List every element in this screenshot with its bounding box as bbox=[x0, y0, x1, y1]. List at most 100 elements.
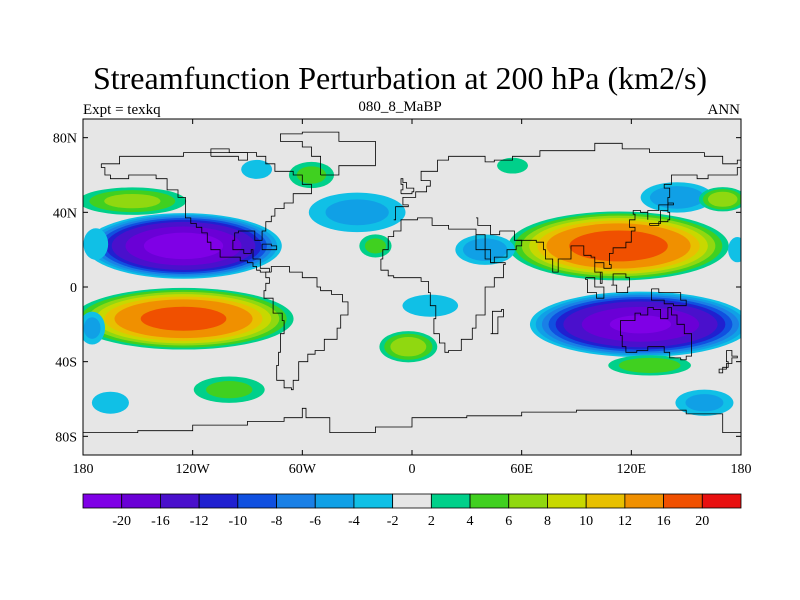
lon-tick-label: 60E bbox=[510, 462, 533, 477]
coastline-layer bbox=[83, 131, 741, 433]
colorbar-swatch bbox=[198, 493, 239, 509]
contour-band bbox=[618, 357, 681, 373]
colorbar-label: -10 bbox=[228, 514, 247, 529]
colorbar-label: 16 bbox=[657, 514, 671, 529]
lon-tick-label: 180 bbox=[73, 462, 94, 477]
lon-tick-label: 120E bbox=[617, 462, 647, 477]
contour-band bbox=[143, 232, 224, 260]
colorbar-swatch bbox=[663, 493, 703, 509]
field-layer bbox=[83, 157, 741, 416]
field-anomaly bbox=[359, 234, 392, 258]
coastline bbox=[620, 307, 692, 361]
field-anomaly bbox=[83, 287, 294, 350]
colorbar-label: 20 bbox=[695, 514, 709, 529]
contour-band bbox=[91, 391, 129, 414]
field-anomaly bbox=[608, 355, 691, 376]
colorbar-label: -16 bbox=[151, 514, 170, 529]
lon-tick-label: 0 bbox=[409, 462, 416, 477]
colorbar-label: -8 bbox=[271, 514, 283, 529]
colorbar-label: 2 bbox=[428, 514, 435, 529]
colorbar-swatch bbox=[508, 493, 548, 509]
colorbar-label: -4 bbox=[348, 514, 360, 529]
colorbar: -20 -16 -12 -10 -8 -6 -4 -2 2 4 6 8 10 12 16 20 bbox=[82, 493, 742, 529]
coastline bbox=[585, 277, 605, 299]
map-background bbox=[83, 119, 741, 455]
coastline bbox=[280, 131, 376, 176]
colorbar-label: 10 bbox=[579, 514, 593, 529]
field-anomaly bbox=[83, 187, 187, 215]
coastline bbox=[651, 288, 687, 307]
field-anomaly bbox=[379, 331, 438, 363]
colorbar-swatch bbox=[237, 493, 277, 509]
colorbar-swatch bbox=[469, 493, 510, 509]
coastline bbox=[210, 148, 248, 161]
contour-band bbox=[296, 166, 327, 184]
lat-tick-label: 0 bbox=[70, 281, 77, 296]
contour-band bbox=[325, 199, 389, 226]
field-anomaly bbox=[675, 389, 734, 416]
colorbar-label: 4 bbox=[467, 514, 474, 529]
field-anomaly bbox=[308, 192, 406, 233]
lon-tick-label: 180 bbox=[731, 462, 752, 477]
field-anomaly bbox=[288, 161, 335, 189]
colorbar-swatch bbox=[121, 493, 161, 509]
field-anomaly bbox=[241, 159, 273, 179]
contour-band bbox=[497, 157, 528, 174]
colorbar-label: -20 bbox=[112, 514, 131, 529]
season-label: ANN bbox=[707, 102, 741, 118]
colorbar-swatch bbox=[160, 493, 200, 509]
contour-band bbox=[728, 237, 741, 263]
contour-band bbox=[104, 193, 161, 209]
coastline bbox=[475, 217, 523, 264]
contour-band bbox=[609, 315, 672, 334]
lat-tick-label: 80S bbox=[55, 430, 77, 445]
contour-band bbox=[206, 381, 253, 399]
lat-tick-label: 40N bbox=[53, 206, 77, 221]
colorbar-swatch bbox=[82, 493, 123, 509]
contour-band bbox=[707, 191, 738, 207]
lat-tick-label: 80N bbox=[53, 132, 77, 147]
field-anomaly bbox=[497, 157, 528, 174]
field-anomaly bbox=[508, 211, 729, 281]
colorbar-swatch bbox=[585, 493, 626, 509]
field-anomaly bbox=[91, 391, 129, 414]
coastline bbox=[611, 273, 630, 293]
axis-layer: 180 120W 60W 0 60E 120E 180 80N 40N 0 40S 80S bbox=[53, 119, 752, 477]
experiment-label: Expt = texkq bbox=[83, 102, 161, 118]
coastline bbox=[490, 309, 504, 335]
period-label: 080_8_MaBP bbox=[358, 99, 442, 115]
coastline bbox=[393, 142, 741, 221]
contour-band bbox=[364, 238, 386, 254]
colorbar-label: -6 bbox=[309, 514, 321, 529]
contour-band bbox=[569, 230, 668, 262]
coastline bbox=[400, 178, 415, 195]
colorbar-swatch bbox=[353, 493, 394, 509]
chart-title: Streamfunction Perturbation at 200 hPa (… bbox=[92, 60, 708, 96]
field-anomaly bbox=[193, 376, 265, 403]
colorbar-swatch bbox=[276, 493, 316, 509]
field-anomaly bbox=[85, 213, 282, 279]
lon-tick-label: 120W bbox=[176, 462, 211, 477]
colorbar-label: 12 bbox=[618, 514, 632, 529]
contour-band bbox=[83, 228, 109, 260]
colorbar-swatch bbox=[392, 493, 432, 509]
colorbar-label: 6 bbox=[505, 514, 512, 529]
coastline bbox=[516, 163, 741, 284]
colorbar-swatch bbox=[314, 493, 355, 509]
colorbar-label: -2 bbox=[387, 514, 399, 529]
coastline bbox=[380, 217, 506, 353]
colorbar-swatch bbox=[547, 493, 587, 509]
colorbar-swatch bbox=[624, 493, 664, 509]
colorbar-swatch bbox=[701, 493, 742, 509]
field-anomaly bbox=[83, 311, 106, 345]
field-anomaly bbox=[83, 228, 109, 260]
coastline bbox=[83, 407, 741, 433]
coastline bbox=[100, 163, 272, 273]
field-anomaly bbox=[728, 237, 741, 263]
contour-band bbox=[649, 186, 705, 209]
colorbar-label: -12 bbox=[190, 514, 209, 529]
coastline bbox=[649, 202, 674, 226]
colorbar-swatch bbox=[430, 493, 471, 509]
coastline bbox=[718, 350, 738, 374]
